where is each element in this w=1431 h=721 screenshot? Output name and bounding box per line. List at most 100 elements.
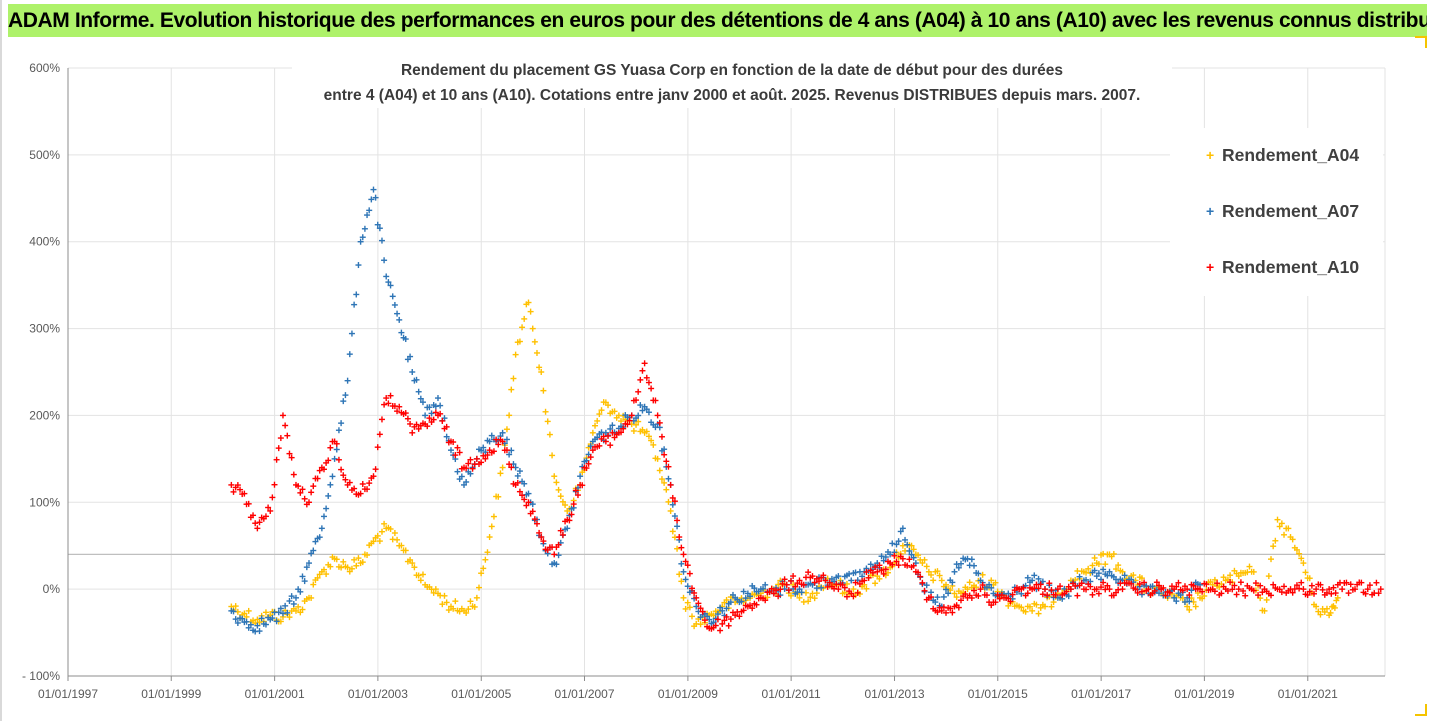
data-point-fill [376,225,383,232]
data-point-fill [815,578,822,585]
data-point [899,555,906,562]
data-point-fill [338,466,345,473]
data-point-fill [286,614,293,621]
data-point-fill [639,407,646,414]
data-point [938,607,945,614]
data-point [796,577,803,584]
data-point-fill [566,517,573,524]
data-point-fill [269,494,276,501]
data-point [1119,568,1126,575]
data-point-fill [936,572,943,579]
data-point-fill [639,367,646,374]
data-point-fill [906,547,913,554]
data-point-fill [656,419,663,426]
data-point-fill [934,594,941,601]
data-point-fill [463,478,470,485]
data-point-fill [413,376,420,383]
data-point [1352,586,1359,593]
data-point-fill [609,429,616,436]
data-point-fill [247,621,254,628]
data-point-fill [1270,581,1277,588]
data-point [667,507,674,514]
data-point-fill [402,410,409,417]
banner-title: ADAM Informe. Evolution historique des p… [8,4,1427,37]
data-point-fill [1095,570,1102,577]
data-point-fill [949,579,956,586]
data-point-fill [686,570,693,577]
data-point-fill [714,616,721,623]
data-point-fill [585,460,592,467]
data-point-fill [346,479,353,486]
data-point-fill [519,492,526,499]
data-point-fill [314,475,321,482]
x-tick-label: 01/01/2013 [864,687,924,701]
data-point-fill [488,432,495,439]
data-point [1067,586,1074,593]
data-point [899,525,906,532]
data-point-fill [674,545,681,552]
data-point-fill [1317,581,1324,588]
data-point-fill [284,609,291,616]
data-point-fill [917,573,924,580]
data-point-fill [387,525,394,532]
data-point-fill [359,559,366,566]
data-point-fill [529,501,536,508]
data-point-fill [404,415,411,422]
data-point-fill [1173,598,1180,605]
data-point-fill [1018,604,1025,611]
data-point-fill [846,570,853,577]
data-point-fill [467,470,474,477]
data-point-fill [841,584,848,591]
data-point-fill [475,584,482,591]
data-point-fill [310,581,317,588]
data-point-fill [394,310,401,317]
data-point-fill [570,501,577,508]
data-point-fill [723,596,730,603]
data-point-fill [338,420,345,427]
data-point-fill [1330,584,1337,591]
data-point-fill [353,291,360,298]
data-point-fill [430,416,437,423]
data-point-fill [1141,579,1148,586]
data-point-fill [428,410,435,417]
data-point-fill [1100,579,1107,586]
data-point-fill [940,593,947,600]
data-point [434,395,441,402]
data-point-fill [529,325,536,332]
data-point [874,568,881,575]
data-point-fill [546,431,553,438]
data-point-fill [813,590,820,597]
x-tick-label: 01/01/2017 [1071,687,1131,701]
data-point-fill [555,541,562,548]
data-point-fill [1091,554,1098,561]
data-point-fill [1089,591,1096,598]
data-point-fill [740,607,747,614]
x-tick-label: 01/01/2019 [1174,687,1234,701]
data-point-fill [340,472,347,479]
chart-title-line-2: entre 4 (A04) et 10 ans (A10). Cotations… [323,87,1141,104]
data-point-fill [391,301,398,308]
data-point-fill [843,593,850,600]
data-point-fill [239,615,246,622]
data-point-fill [463,465,470,472]
data-point-fill [1263,596,1270,603]
data-point-fill [1087,583,1094,590]
data-point-fill [252,520,259,527]
data-point-fill [663,486,670,493]
data-point-fill [691,589,698,596]
data-point-fill [1166,589,1173,596]
data-point-fill [230,608,237,615]
data-point-fill [273,618,280,625]
data-point-fill [1035,610,1042,617]
data-point-fill [432,586,439,593]
data-point-fill [355,555,362,562]
data-point-fill [503,447,510,454]
data-point-fill [394,536,401,543]
data-point-fill [299,486,306,493]
data-point-fill [727,616,734,623]
data-point-fill [295,603,302,610]
data-point-fill [1179,587,1186,594]
data-point-fill [955,604,962,611]
data-point-fill [618,418,625,425]
